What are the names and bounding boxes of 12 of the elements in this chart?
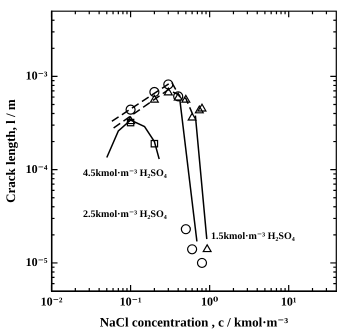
- x-axis-title: NaCl concentration , c / kmol·m⁻³: [100, 314, 288, 330]
- annotation: 2.5kmol·m⁻³ H₂SO₄: [83, 209, 167, 220]
- annotation: 1.5kmol·m⁻³ H₂SO₄: [211, 231, 295, 242]
- y-tick-label: 10⁻⁵: [26, 255, 48, 270]
- x-tick-label: 10⁻²: [40, 294, 63, 308]
- y-tick-label: 10⁻³: [26, 68, 48, 82]
- y-axis-title: Crack length, l / m: [3, 99, 18, 203]
- x-tick-label: 10⁻¹: [120, 294, 142, 308]
- x-tick-label: 10⁰: [201, 294, 218, 308]
- y-tick-label: 10⁻⁴: [26, 162, 48, 176]
- annotation: 4.5kmol·m⁻³ H₂SO₄: [83, 168, 167, 179]
- x-tick-label: 10¹: [280, 294, 297, 308]
